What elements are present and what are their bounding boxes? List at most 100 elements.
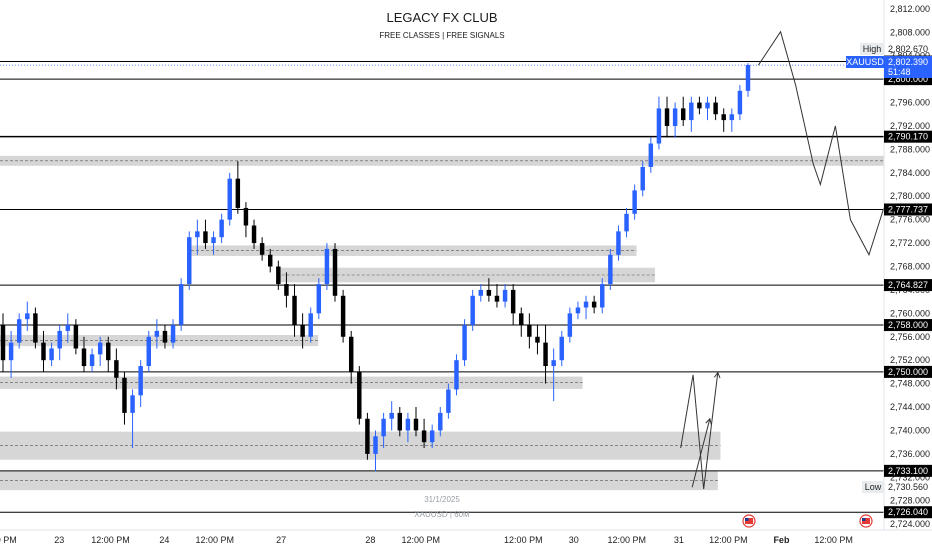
x-tick-date: 23 (54, 535, 64, 545)
low-label-text: Low (865, 482, 882, 492)
candle-body (680, 108, 686, 121)
candle-body (365, 418, 370, 454)
price-level-tag: 2,750.000 (888, 367, 928, 377)
candle-body (591, 301, 597, 308)
price-level-tag-bg (884, 365, 932, 378)
candle-body (405, 418, 411, 431)
candle-body (567, 313, 573, 337)
candle-body (227, 178, 232, 220)
candle-body (737, 90, 743, 115)
candle-body (632, 190, 637, 214)
supply-demand-zones (0, 155, 884, 491)
y-tick-label: 2,808.000 (890, 27, 930, 37)
candle-body (689, 102, 694, 121)
candle-body (178, 284, 184, 326)
x-tick-date: 28 (365, 535, 375, 545)
candle-body (616, 231, 621, 255)
y-tick-label: 2,748.000 (890, 379, 930, 389)
zone-rect (0, 335, 319, 347)
candle-body (519, 313, 524, 326)
candle-body (462, 325, 467, 361)
high-label-bg (860, 43, 884, 55)
price-level-tag: 2,777.737 (888, 204, 928, 214)
candle-body (259, 243, 265, 255)
current-price: 2,802.390 (888, 57, 928, 67)
price-level-tag-bg (884, 464, 932, 477)
price-level-tag: 2,733.100 (888, 466, 928, 476)
candle-body (122, 377, 127, 413)
watermark: 31/1/2025 XAUUSD | 60M (414, 495, 470, 519)
y-tick-label: 2,724.000 (890, 519, 930, 529)
x-tick-time: 12:00 PM (402, 535, 441, 545)
y-tick-label: 2,796.000 (890, 98, 930, 108)
candle-body (583, 301, 589, 308)
candle-body (478, 289, 483, 296)
candle-body (81, 348, 87, 367)
watermark-symbol: XAUUSD | 60M (414, 510, 470, 519)
candle-body (608, 254, 613, 285)
high-value: 2,802.670 (888, 44, 928, 54)
candle-body (251, 225, 257, 244)
price-levels (0, 61, 884, 513)
candle-body (203, 231, 208, 244)
y-tick-label: 2,788.000 (890, 144, 930, 154)
event-flags[interactable] (742, 514, 873, 528)
candle-body (745, 65, 751, 91)
price-level-tag: 2,726.040 (888, 507, 928, 517)
y-tick-label: 2,784.000 (890, 168, 930, 178)
symbol-tag-bg (846, 56, 884, 68)
y-tick-label: 2,752.000 (890, 355, 930, 365)
candle-body (316, 284, 322, 314)
candle-body (640, 166, 645, 191)
candle-body (357, 371, 362, 419)
candle-body (721, 114, 726, 121)
watermark-date: 31/1/2025 (424, 495, 460, 504)
x-tick-time: 2:00 PM (0, 535, 17, 545)
time-axis[interactable]: 2:00 PM 23 12:00 PM 24 12:00 PM 27 28 12:00 PM 1… (0, 529, 932, 545)
candle-body (211, 237, 216, 244)
candle-body (219, 219, 224, 238)
candle-body (25, 313, 30, 320)
candle-body (373, 436, 378, 454)
candle-body (389, 412, 394, 419)
chart-subtitle: FREE CLASSES | FREE SIGNALS (379, 31, 504, 40)
candlesticks (0, 63, 751, 472)
us-flag-icon-stripes (745, 518, 753, 524)
candle-body (162, 330, 168, 343)
price-level-tag: 2,758.000 (888, 320, 928, 330)
candle-body (114, 360, 119, 378)
y-tick-label: 2,768.000 (890, 262, 930, 272)
candle-body (656, 108, 662, 144)
us-flag-icon-stripes (862, 518, 870, 524)
candle-body (154, 330, 160, 337)
high-label-text: High (863, 44, 882, 54)
candle-body (713, 102, 718, 115)
price-axis[interactable]: 2,724.000 2,728.000 2,732.000 2,736.000 2,74… (883, 0, 932, 550)
y-tick-label: 2,756.000 (890, 332, 930, 342)
projection-path (758, 30, 894, 285)
y-tick-label: 2,776.000 (890, 215, 930, 225)
x-tick-time: 12:00 PM (814, 535, 853, 545)
y-tick-label: 2,772.000 (890, 238, 930, 248)
low-label-bg (862, 481, 884, 493)
y-tick-label: 2,736.000 (890, 449, 930, 459)
candle-body (187, 237, 192, 285)
candle-body (0, 325, 6, 361)
candle-body (527, 325, 532, 337)
candle-body (195, 231, 200, 238)
candle-body (446, 389, 451, 413)
price-level-tag-bg (884, 130, 932, 143)
x-tick-time: 12:00 PM (709, 535, 748, 545)
candle-body (57, 330, 62, 349)
x-tick-time: 12:00 PM (196, 535, 235, 545)
candle-body (324, 248, 330, 285)
x-tick-date: 30 (569, 535, 579, 545)
candle-body (340, 295, 346, 337)
candle-body (705, 102, 710, 109)
y-tick-label: 2,792.000 (890, 121, 930, 131)
y-tick-label: 2,728.000 (890, 496, 930, 506)
price-level-tag: 2,790.170 (888, 132, 928, 142)
price-level-tag-bg (884, 203, 932, 216)
candle-body (502, 289, 508, 302)
